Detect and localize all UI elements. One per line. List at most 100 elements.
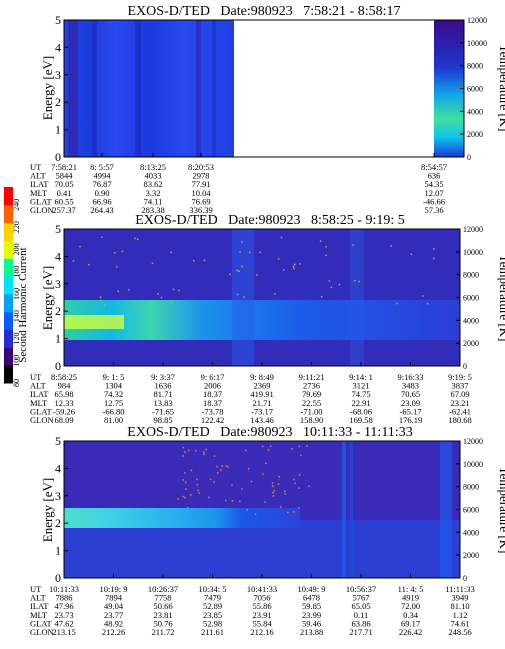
panel-2-xticks — [63, 362, 461, 366]
colorbar-swatch — [4, 258, 13, 277]
colorbar-swatch — [4, 311, 13, 331]
panel-3-heatmap-dot — [184, 451, 186, 453]
panel-1-ytick-label: 4 — [55, 40, 61, 54]
panel-3-heatmap-dot — [284, 493, 287, 495]
panel-3-heatmap-dot — [241, 488, 243, 490]
panel-2-heatmap-dot — [292, 265, 295, 268]
panel-2-table-cell: 74.32 — [104, 389, 123, 399]
panel-1-rtick-label: 12000 — [467, 16, 487, 25]
panel-2-table-cell: 9: 3:37 — [151, 372, 175, 382]
panel-3-table-cell: 48.92 — [104, 618, 123, 628]
panel-2-table-cell: 9:16:33 — [398, 372, 424, 382]
panel-2-heatmap-dot — [280, 236, 283, 239]
panel-2-heatmap-dot — [117, 290, 120, 293]
panel-3-stripe-3 — [440, 441, 452, 578]
panel-3-heatmap-dot — [203, 453, 205, 455]
panel-3-heatmap-dot — [182, 455, 184, 457]
panel-2-heatmap-dot — [236, 293, 239, 296]
panel-1-table-cell: 66.96 — [92, 196, 111, 206]
panel-2-table-cell: 9:11:21 — [299, 372, 325, 382]
panel-3-heatmap-dot — [194, 450, 197, 452]
panel-3-heatmap-dot — [306, 445, 308, 448]
panel-3-ytick-label: 1 — [55, 544, 61, 558]
panel-3-heatmap-dot — [231, 484, 233, 487]
colorbar-swatch — [4, 222, 13, 241]
panel-3-heatmap-dot — [227, 466, 229, 468]
panel-3-table-cell: 213.15 — [52, 627, 75, 637]
panel-3-heatmap-dot — [247, 467, 250, 470]
panel-2-row-label: GLAT — [30, 406, 53, 416]
panel-3-ylabel: Energy [eV] — [40, 478, 55, 542]
panel-3-ylabel-right: Temperature [K] — [497, 467, 505, 554]
panel-1-table-cell: 77.91 — [191, 179, 210, 189]
panel-2-ytick-label: 1 — [55, 332, 61, 346]
panel-3-heatmap-dot — [186, 507, 189, 509]
panel-2-table-cell: 1636 — [155, 381, 172, 391]
panel-2-heatmap-dot — [410, 253, 413, 256]
panel-2-table-cell: 143.46 — [250, 415, 273, 425]
panel-2-heatmap-dot — [101, 236, 103, 238]
panel-1-row-label: UT — [30, 162, 42, 172]
colorbar-swatch — [4, 276, 13, 295]
panel-1-data-block-1 — [64, 20, 234, 157]
panel-2-heatmap-dot — [293, 267, 295, 270]
panel-2-rtick-label: 12000 — [463, 225, 483, 234]
panel-3-heatmap-dot — [298, 445, 301, 448]
panel-3-heatmap-dot — [293, 511, 295, 513]
panel-1-data-block-2 — [434, 20, 464, 157]
panel-3-heatmap-dot — [272, 495, 275, 497]
panel-2-band-core — [64, 315, 124, 329]
panel-2-table-cell: -59.26 — [53, 406, 75, 416]
panel-2-table-cell: 65.98 — [54, 389, 73, 399]
panel-1-table-cell: 74.11 — [144, 196, 163, 206]
panel-1-rtick-label: 8000 — [467, 62, 483, 71]
panel-2-row-label: GLON — [30, 415, 54, 425]
panel-3-table-cell: 52.98 — [203, 618, 222, 628]
panel-3-heatmap-dot — [293, 478, 295, 481]
colorbar-tick-label: 100 — [12, 355, 21, 367]
panel-3-heatmap — [64, 441, 460, 578]
panel-3-table-cell: 5767 — [353, 593, 370, 603]
panel-3-heatmap-dot — [182, 495, 185, 498]
panel-2-heatmap-dot — [241, 265, 243, 268]
panel-3-table-cell: 74.61 — [450, 618, 469, 628]
panel-2-heatmap-dot — [151, 262, 154, 265]
panel-1-row-label: MLT — [30, 188, 48, 198]
panel-3-heatmap-dot — [205, 448, 207, 451]
colorbar-swatches — [4, 187, 13, 384]
panel-2-table-cell: 9: 8:49 — [250, 372, 274, 382]
panel-2-heatmap-dot — [320, 295, 323, 298]
panel-2-heatmap-dot — [433, 248, 435, 250]
panel-2-ytick-label: 5 — [55, 222, 61, 236]
panel-3-heatmap-dot — [177, 498, 179, 500]
panel-1-table-cell: 5844 — [56, 171, 74, 181]
panel-1-table-cell: 336.39 — [189, 205, 212, 215]
panel-1-ytick-label: 1 — [55, 123, 61, 137]
panel-3-table-cell: 55.86 — [252, 601, 271, 611]
panel-1-table-cell: 3.32 — [146, 188, 161, 198]
panel-1-table-cell: 8:13:25 — [140, 162, 166, 172]
panel-3-heatmap-dot — [196, 478, 198, 481]
panel-2-ytick-label: 2 — [55, 304, 61, 318]
panel-3-table-cell: 10:11:33 — [49, 584, 79, 594]
panel-3-table-cell: 52.89 — [203, 601, 222, 611]
panel-3-heatmap-dot — [264, 501, 266, 503]
panel-2-table-cell: 70.65 — [401, 389, 420, 399]
panel-3-heatmap-dot — [277, 483, 280, 485]
panel-1-table-cell: 60.55 — [54, 196, 73, 206]
panel-2-heatmap-dot — [426, 302, 429, 305]
colorbar-swatch — [4, 293, 13, 313]
panel-3-table-cell: 23.81 — [153, 610, 172, 620]
panel-2-energy-band — [64, 300, 460, 340]
panel-2-heatmap-dot — [325, 246, 327, 248]
panel-3-table-cell: 50.66 — [153, 601, 172, 611]
panel-2-heatmap-dot — [338, 283, 341, 286]
panel-2-heatmap-dot — [282, 269, 285, 271]
panel-2-heatmap-dot — [103, 304, 106, 306]
panel-3-table-cell: 10:26:37 — [148, 584, 178, 594]
panel-2-blue-gap-1 — [232, 229, 254, 366]
panel-1-row-label: GLON — [30, 205, 54, 215]
